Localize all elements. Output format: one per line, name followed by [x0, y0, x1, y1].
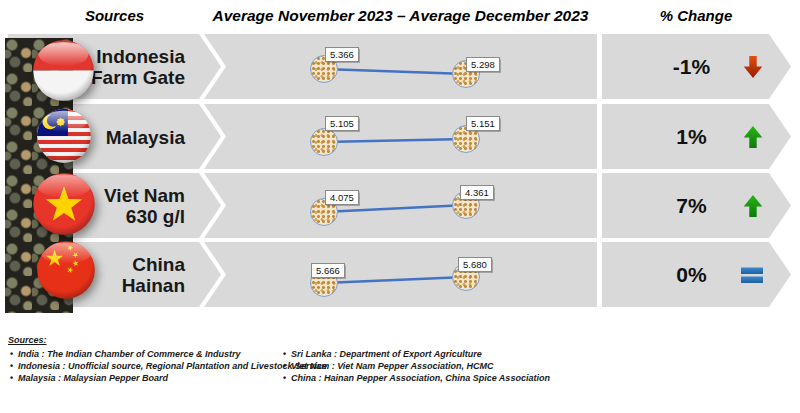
header-period: Average November 2023 – Average December… [204, 7, 597, 25]
equals-icon [741, 266, 763, 283]
source-item: •Sri Lanka : Department of Export Agricu… [283, 348, 613, 360]
footer-sources-right: •Sri Lanka : Department of Export Agricu… [283, 348, 613, 384]
source-text: China : Hainan Pepper Association, China… [291, 372, 550, 384]
header-sources: Sources [8, 7, 221, 24]
row-label: Indonesia Farm Gate [91, 46, 185, 88]
row-change-band-viet-nam: 7% [602, 173, 791, 238]
percent-change-value: 1% [642, 125, 741, 149]
source-text: India : The Indian Chamber of Commerce &… [18, 348, 241, 360]
value-label-dec: 5.151 [466, 116, 500, 131]
footer-heading: Sources: [8, 335, 47, 345]
row-chart-band-indonesia [204, 34, 597, 99]
value-label-nov: 5.366 [325, 47, 359, 62]
arrow-down-icon [743, 55, 763, 78]
value-label-dec: 5.298 [466, 57, 500, 72]
row-label-line1: China [122, 254, 185, 275]
row-label: Malaysia [106, 126, 185, 147]
header-percent-change: % Change [602, 7, 790, 24]
pepper-price-infographic: Sources Average November 2023 – Average … [0, 0, 800, 413]
china-flag-icon [36, 240, 96, 300]
row-label-line1: Indonesia [91, 46, 185, 67]
source-text: Sri Lanka : Department of Export Agricul… [291, 348, 482, 360]
row-label-line1: Malaysia [106, 126, 185, 147]
bullet-icon: • [283, 372, 291, 384]
value-label-dec: 4.361 [460, 185, 494, 200]
viet-nam-flag-icon [32, 172, 96, 236]
row-label-line2: Hainan [122, 275, 185, 296]
row-label-line2: Farm Gate [91, 67, 185, 88]
bullet-icon: • [283, 348, 291, 360]
value-label-nov: 5.105 [325, 116, 359, 131]
percent-change-value: -1% [642, 55, 741, 79]
source-text: Malaysia : Malaysian Pepper Board [18, 372, 168, 384]
value-label-dec: 5.680 [458, 257, 492, 272]
row-change-band-malaysia: 1% [602, 104, 791, 169]
percent-change-value: 0% [642, 263, 741, 287]
row-chart-band-viet-nam [204, 173, 597, 238]
source-text: Indonesia : Unofficial source, Regional … [18, 360, 327, 372]
row-label-line1: Viet Nam [104, 185, 185, 206]
indonesia-flag-icon [32, 39, 95, 102]
bullet-icon: • [10, 372, 18, 384]
row-change-band-china: 0% [602, 242, 791, 307]
row-chart-band-malaysia [204, 104, 597, 169]
bullet-icon: • [10, 360, 18, 372]
row-label: China Hainan [122, 254, 185, 296]
malaysia-flag-icon [36, 108, 92, 164]
bullet-icon: • [283, 360, 291, 372]
source-item: •Viet Nam : Viet Nam Pepper Association,… [283, 360, 613, 372]
arrow-up-icon [743, 194, 763, 217]
value-label-nov: 5.666 [311, 263, 345, 278]
row-chart-band-china [204, 242, 597, 307]
row-label: Viet Nam 630 g/l [104, 185, 185, 227]
row-label-line2: 630 g/l [104, 206, 185, 227]
row-change-band-indonesia: -1% [602, 34, 791, 99]
arrow-up-icon [743, 125, 763, 148]
data-point-nov [310, 128, 338, 156]
value-label-nov: 4.075 [325, 190, 359, 205]
source-item: •China : Hainan Pepper Association, Chin… [283, 372, 613, 384]
source-text: Viet Nam : Viet Nam Pepper Association, … [291, 360, 494, 372]
percent-change-value: 7% [642, 194, 741, 218]
bullet-icon: • [10, 348, 18, 360]
